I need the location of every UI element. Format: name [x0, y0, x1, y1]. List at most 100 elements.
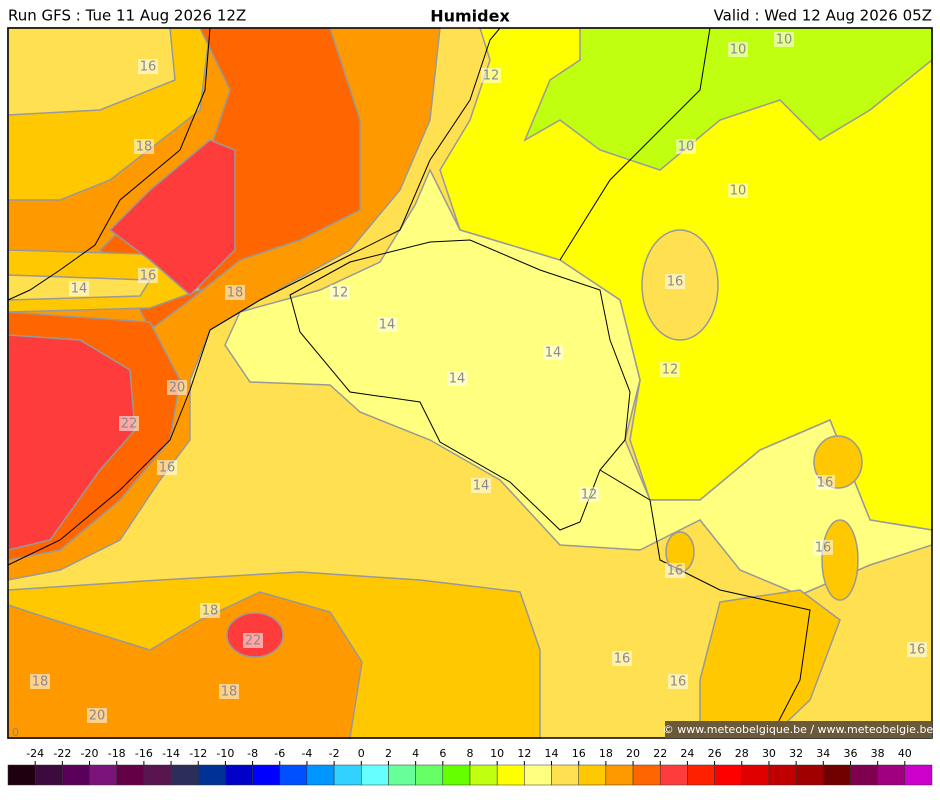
colorbar-bin — [469, 764, 498, 786]
region — [224, 168, 933, 596]
colorbar-tick-label: -6 — [274, 747, 285, 760]
contour-label-box — [665, 274, 685, 289]
contour-label-box — [728, 183, 748, 198]
contour-label: 16 — [667, 564, 684, 579]
contour-label: 16 — [140, 60, 157, 75]
map: 0 © www.meteobelgique.be / www.meteobelg… — [7, 27, 934, 739]
contour-label-box — [447, 371, 467, 386]
contour-label: 12 — [483, 69, 500, 84]
contour-label-box — [138, 59, 158, 74]
colorbar-bin — [687, 764, 715, 786]
contour-label: 10 — [776, 33, 793, 48]
colorbar-tick-label: -24 — [26, 747, 44, 760]
colorbar-bin — [143, 764, 172, 786]
contour-label-box — [200, 603, 220, 618]
colorbar-bin — [605, 764, 634, 786]
colorbar-tick-label: 0 — [358, 747, 365, 760]
colorbar-bin — [225, 764, 253, 786]
coastline — [7, 27, 501, 566]
contour-label-box — [543, 345, 563, 360]
colorbar-bin — [333, 764, 362, 786]
country-border — [559, 27, 711, 261]
contour-label: 16 — [140, 269, 157, 284]
contour-label-box — [167, 380, 187, 395]
colorbar-bin — [170, 764, 199, 786]
colorbar-tick-label: -8 — [247, 747, 258, 760]
contour-label: 16 — [815, 541, 832, 556]
colorbar-bin — [442, 764, 471, 786]
colorbar: -24 -22 -20 -18 -16 -14 -12 -10 -8 -6 -4 -2 0 2 4 6 8 10 1… — [7, 747, 933, 786]
contour-label-box — [330, 285, 350, 300]
contour-label: 16 — [614, 652, 631, 667]
colorbar-tick-label: 30 — [762, 747, 776, 760]
colorbar-tick-label: 18 — [599, 747, 613, 760]
contour-label: 10 — [730, 184, 747, 199]
contour-label-box — [138, 268, 158, 283]
contour-label: 18 — [221, 685, 238, 700]
colorbar-bin — [197, 764, 226, 786]
colorbar-bin — [361, 764, 389, 786]
contour-label: 18 — [227, 286, 244, 301]
country-border — [289, 239, 631, 531]
colorbar-bin — [823, 764, 851, 786]
colorbar-tick-label: -14 — [162, 747, 180, 760]
contour-label: 14 — [545, 346, 562, 361]
colorbar-bin — [551, 764, 579, 786]
colorbar-tick-label: 38 — [871, 747, 885, 760]
contour-label: 16 — [159, 461, 176, 476]
map-title: Humidex — [430, 7, 510, 26]
contour-label: 14 — [449, 372, 466, 387]
colorbar-bin — [252, 764, 281, 786]
colorbar-tick-label: 2 — [385, 747, 392, 760]
contour-label: 16 — [817, 476, 834, 491]
contour-label: 16 — [670, 675, 687, 690]
contour-label-box — [87, 708, 107, 723]
valid-label: Valid : Wed 12 Aug 2026 05Z — [714, 7, 932, 25]
colorbar-tick-label: 24 — [680, 747, 694, 760]
colorbar-bin — [116, 764, 145, 786]
colorbar-tick-label: 4 — [412, 747, 419, 760]
colorbar-bin — [62, 764, 90, 786]
contour-label: 16 — [909, 643, 926, 658]
contour-label: 12 — [332, 286, 349, 301]
colorbar-tick-label: -16 — [135, 747, 153, 760]
contour-label-box — [69, 281, 89, 296]
contour-label: 18 — [136, 140, 153, 155]
contour-label: 14 — [71, 282, 88, 297]
colorbar-tick-label: 32 — [789, 747, 803, 760]
colorbar-bin — [34, 764, 63, 786]
contour-label-box — [157, 460, 177, 475]
colorbar-bin — [524, 764, 552, 786]
contour-label: 14 — [379, 318, 396, 333]
colorbar-tick-label: 34 — [816, 747, 830, 760]
contour-label-box — [728, 42, 748, 57]
country-border — [599, 469, 811, 739]
colorbar-tick-label: 8 — [467, 747, 474, 760]
contour-label-box — [907, 642, 927, 657]
colorbar-tick-label: -4 — [301, 747, 312, 760]
colorbar-bin — [578, 764, 607, 786]
region — [821, 519, 859, 601]
contour-label-box — [134, 139, 154, 154]
contour-label-box — [243, 633, 263, 648]
contour-label-box — [665, 563, 685, 578]
colorbar-bin — [279, 764, 308, 786]
region — [699, 589, 841, 739]
colorbar-bin — [904, 764, 933, 786]
colorbar-bin — [795, 764, 824, 786]
coastline — [7, 27, 211, 301]
contour-label: 12 — [581, 488, 598, 503]
colorbar-tick-label: -12 — [189, 747, 207, 760]
colorbar-tick-label: -2 — [329, 747, 340, 760]
contour-label: 20 — [169, 381, 186, 396]
contour-label-box — [660, 362, 680, 377]
credit: © www.meteobelgique.be / www.meteobelgie… — [663, 723, 934, 736]
colorbar-tick-label: -22 — [53, 747, 71, 760]
colorbar-bin — [877, 764, 906, 786]
contour-label: 18 — [202, 604, 219, 619]
contour-label: 22 — [245, 634, 262, 649]
colorbar-bin — [496, 764, 525, 786]
contour-label: 14 — [473, 479, 490, 494]
contour-label-box — [668, 674, 688, 689]
